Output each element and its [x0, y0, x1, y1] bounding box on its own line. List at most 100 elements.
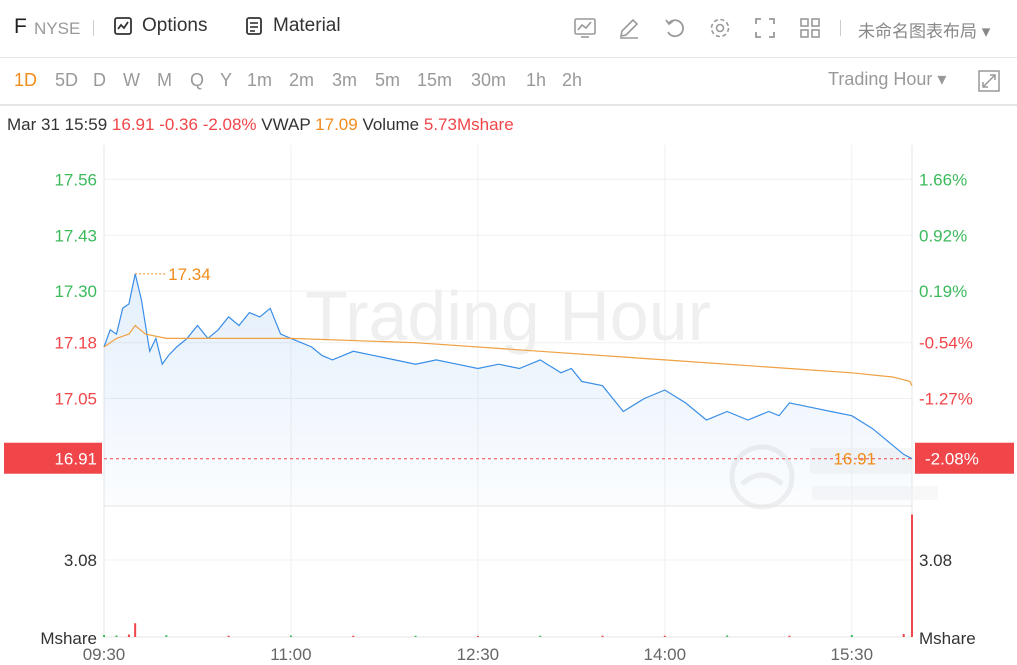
grid-lines: [103, 145, 913, 638]
layout-dropdown[interactable]: 未命名图表布局 ▾: [858, 17, 990, 42]
info-change-pct: -2.08%: [202, 115, 257, 134]
volume-bar: [902, 634, 905, 637]
price-line: [103, 273, 913, 460]
info-vwap: 17.09: [315, 115, 358, 134]
volume-unit-right: Mshare: [919, 629, 976, 648]
divider: [840, 20, 841, 36]
material-label: Material: [273, 15, 341, 36]
material-doc-icon: [246, 17, 262, 35]
x-tick: 12:30: [457, 645, 500, 664]
settings-gear-icon[interactable]: [708, 16, 732, 40]
volume-bar: [227, 635, 230, 637]
volume-bar: [165, 635, 168, 637]
y-tick-left: 17.56: [54, 170, 97, 189]
current-price-tag-text: 16.91: [54, 450, 97, 469]
volume-bar: [663, 635, 666, 637]
exchange-label: NYSE: [34, 19, 81, 38]
info-datetime: Mar 31 15:59: [7, 115, 108, 134]
volume-bar: [911, 514, 913, 637]
info-change: -0.36: [159, 115, 198, 134]
range-tab-m[interactable]: M: [157, 70, 172, 90]
divider: [93, 20, 94, 36]
y-tick-right: -0.54%: [919, 334, 973, 353]
range-tab-5m[interactable]: 5m: [375, 70, 401, 90]
y-tick-left: 17.05: [54, 390, 97, 409]
volume-unit-left: Mshare: [40, 629, 97, 648]
symbol-label[interactable]: F: [14, 15, 27, 38]
range-tab-2h[interactable]: 2h: [562, 70, 583, 90]
draw-pencil-icon[interactable]: [617, 16, 641, 40]
indicator-chart-icon[interactable]: [573, 16, 597, 40]
quote-info-line: Mar 31 15:59 16.91 -0.36 -2.08% VWAP 17.…: [7, 115, 514, 135]
range-tab-5d[interactable]: 5D: [55, 70, 79, 90]
chevron-down-icon: ▾: [932, 69, 947, 89]
y-tick-right: 1.66%: [919, 170, 967, 189]
range-bar: 1D 5D D W M Q Y 1m 2m 3m 5m 15m 30m 1h 2h Trading Hour…: [0, 58, 1017, 106]
volume-bar: [601, 635, 604, 637]
range-tab-q[interactable]: Q: [190, 70, 205, 90]
fullscreen-expand-icon[interactable]: [753, 16, 777, 40]
y-tick-left: 17.30: [54, 282, 97, 301]
vwap-line: [103, 324, 913, 386]
range-tab-2m[interactable]: 2m: [289, 70, 315, 90]
volume-tick-right: 3.08: [919, 551, 952, 570]
volume-bar: [414, 635, 417, 637]
top-toolbar: F NYSE Options Material 未命名图表布局 ▾: [0, 0, 1017, 58]
watermark-text: Trading Hour: [305, 277, 711, 355]
watermark: Trading Hour: [305, 277, 938, 510]
volume-bar: [788, 635, 791, 637]
range-tab-y[interactable]: Y: [220, 70, 233, 90]
current-price-inline-label: 16.91: [833, 450, 876, 469]
info-volume-label: Volume: [362, 115, 420, 134]
volume-bar: [134, 623, 137, 637]
x-tick: 15:30: [830, 645, 873, 664]
current-pct-tag-text: -2.08%: [925, 450, 979, 469]
current-pct-tag-right: [915, 442, 1014, 474]
volume-bar: [352, 635, 355, 637]
range-tab-3m[interactable]: 3m: [332, 70, 358, 90]
range-tab-1m[interactable]: 1m: [247, 70, 273, 90]
info-volume: 5.73Mshare: [423, 115, 514, 134]
x-tick: 14:00: [644, 645, 687, 664]
trading-hour-label: Trading Hour: [828, 69, 933, 89]
axis-labels: 17.56 1.66% 17.43 0.92% 17.30 0.19% 17.18 -0.54…: [40, 170, 975, 664]
grid-layout-icon[interactable]: [798, 16, 822, 40]
options-button[interactable]: Options: [113, 15, 207, 37]
options-label: Options: [142, 15, 208, 36]
maximize-chart-icon[interactable]: [977, 69, 1001, 93]
tiger-trade-logo: [729, 444, 938, 510]
volume-tick-left: 3.08: [64, 551, 97, 570]
current-price-tag-left: [4, 442, 102, 474]
options-chart-icon: [114, 17, 132, 35]
volume-bar: [103, 635, 105, 637]
range-tab-1h[interactable]: 1h: [526, 70, 547, 90]
chevron-down-icon: ▾: [977, 22, 991, 41]
y-tick-left: 17.18: [54, 334, 97, 353]
volume-bar: [726, 635, 729, 637]
range-tab-15m[interactable]: 15m: [417, 70, 453, 90]
price-area: [104, 273, 912, 506]
volume-bar: [850, 635, 853, 637]
y-tick-right: 0.19%: [919, 282, 967, 301]
volume-bar: [115, 635, 118, 637]
range-tab-w[interactable]: W: [123, 70, 140, 90]
material-button[interactable]: Material: [244, 15, 341, 37]
info-vwap-label: VWAP: [261, 115, 311, 134]
layout-label: 未命名图表布局: [858, 22, 977, 41]
trading-hour-dropdown[interactable]: Trading Hour ▾: [828, 69, 946, 90]
volume-bar: [539, 635, 542, 637]
series-layer: 16.91 -2.08% 16.91 17.34: [4, 265, 1014, 637]
high-marker-label: 17.34: [168, 265, 211, 284]
range-tab-d[interactable]: D: [93, 70, 106, 90]
x-tick: 09:30: [83, 645, 126, 664]
volume-bar: [289, 635, 292, 637]
y-tick-right: 0.92%: [919, 226, 967, 245]
y-tick-left: 17.43: [54, 226, 97, 245]
info-price: 16.91: [111, 115, 155, 134]
y-tick-right: -1.27%: [919, 390, 973, 409]
range-tab-1d[interactable]: 1D: [14, 70, 38, 90]
x-tick: 11:00: [270, 645, 311, 664]
undo-icon[interactable]: [663, 16, 687, 40]
volume-bar: [476, 636, 479, 637]
range-tab-30m[interactable]: 30m: [471, 70, 507, 90]
